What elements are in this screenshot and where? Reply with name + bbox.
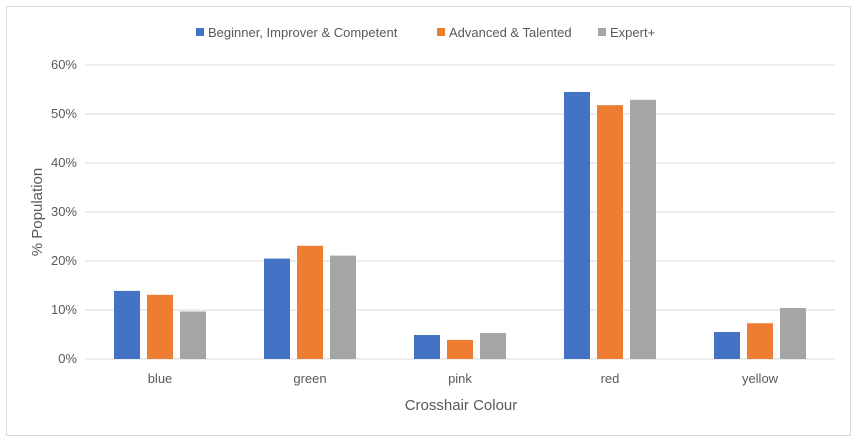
y-tick-label: 20%: [51, 253, 77, 268]
legend-swatch: [598, 28, 606, 36]
bar-red-series-2: [630, 99, 656, 359]
bar-yellow-series-1: [747, 323, 773, 359]
x-tick-label: blue: [148, 371, 173, 386]
y-tick-label: 10%: [51, 302, 77, 317]
bar-blue-series-0: [114, 290, 140, 359]
x-tick-label: pink: [448, 371, 472, 386]
bar-blue-series-2: [180, 311, 206, 359]
bar-yellow-series-0: [714, 332, 740, 359]
legend-label: Beginner, Improver & Competent: [208, 25, 398, 40]
bar-yellow-series-2: [780, 308, 806, 359]
legend-label: Advanced & Talented: [449, 25, 572, 40]
bar-green-series-2: [330, 255, 356, 359]
bar-blue-series-1: [147, 294, 173, 359]
y-tick-label: 40%: [51, 155, 77, 170]
x-tick-label: green: [293, 371, 326, 386]
y-axis-title: % Population: [29, 168, 46, 256]
bar-pink-series-1: [447, 339, 473, 359]
bar-green-series-0: [264, 258, 290, 359]
y-tick-label: 50%: [51, 106, 77, 121]
legend-swatch: [437, 28, 445, 36]
x-tick-label: red: [601, 371, 620, 386]
legend-label: Expert+: [610, 25, 655, 40]
bar-green-series-1: [297, 245, 323, 359]
bar-red-series-0: [564, 91, 590, 359]
y-tick-label: 60%: [51, 57, 77, 72]
bar-red-series-1: [597, 105, 623, 360]
y-tick-label: 0%: [58, 351, 77, 366]
bar-pink-series-2: [480, 333, 506, 359]
y-tick-label: 30%: [51, 204, 77, 219]
legend-swatch: [196, 28, 204, 36]
bar-pink-series-0: [414, 334, 440, 359]
chart-frame: [6, 6, 851, 436]
x-axis-title: Crosshair Colour: [405, 397, 518, 414]
x-tick-label: yellow: [742, 371, 779, 386]
